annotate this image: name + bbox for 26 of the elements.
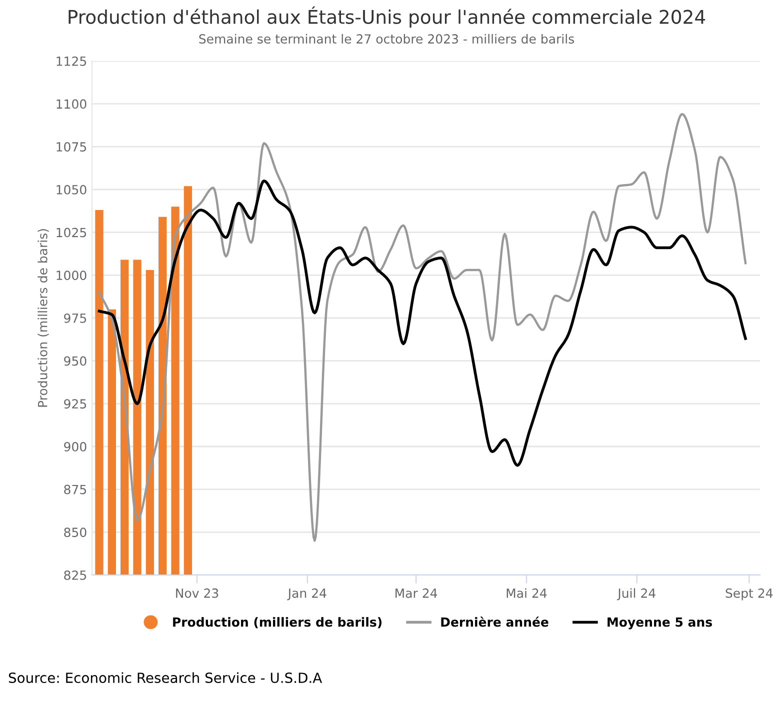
x-tick-label: Jan 24 xyxy=(287,588,326,600)
x-tick-label: Mai 24 xyxy=(506,588,547,598)
legend-label: Production (milliers de barils) xyxy=(173,617,382,628)
source-note: Source: Economic Research Service - U.S.D.A xyxy=(8,672,322,684)
y-tick-label: 1025 xyxy=(56,228,86,238)
chart-subtitle: Semaine se terminant le 27 octobre 2023 - milliers de barils xyxy=(199,34,574,44)
y-tick-label: 950 xyxy=(64,356,86,366)
legend-label: Dernière année xyxy=(441,616,548,627)
y-tick-label: 1075 xyxy=(56,142,86,152)
y-tick-label: 825 xyxy=(64,570,86,580)
y-tick-label: 900 xyxy=(64,442,86,452)
y-tick-label: 1000 xyxy=(56,270,86,280)
x-tick-label: Mar 24 xyxy=(396,588,438,598)
y-tick-label: 1125 xyxy=(56,56,86,66)
y-tick-label: 875 xyxy=(64,484,86,494)
legend-label: Moyenne 5 ans xyxy=(608,617,712,630)
y-tick-label: 975 xyxy=(64,313,86,323)
x-tick-label: Juil 24 xyxy=(617,588,656,600)
x-tick-label: Nov 23 xyxy=(176,588,218,598)
y-tick-label: 850 xyxy=(64,528,86,538)
chart-title: Production d'éthanol aux États-Unis pour l'année commerciale 2024 xyxy=(68,6,706,28)
y-tick-label: 1050 xyxy=(56,184,86,194)
y-axis-title: Production (milliers de baris) xyxy=(38,229,49,407)
y-tick-label: 925 xyxy=(64,399,86,409)
y-tick-label: 1100 xyxy=(56,99,86,109)
x-tick-label: Sept 24 xyxy=(726,588,773,600)
